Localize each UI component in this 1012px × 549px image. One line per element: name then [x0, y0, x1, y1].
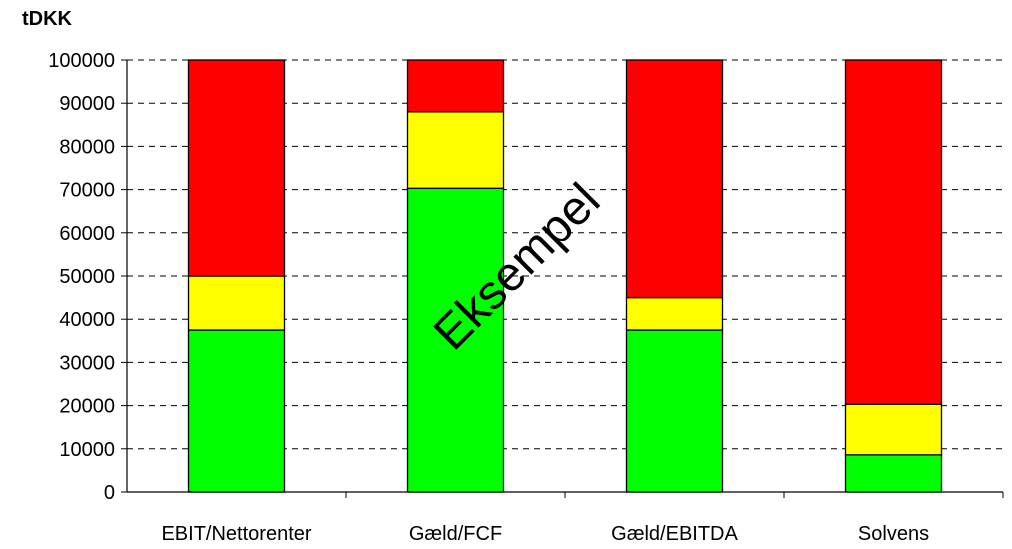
- y-tick-label: 40000: [59, 309, 115, 331]
- y-tick-label: 20000: [59, 396, 115, 418]
- bar-segment: [844, 403, 943, 456]
- y-tick-label: 80000: [59, 136, 115, 158]
- bar-segment: [625, 329, 724, 493]
- x-tick-label: Gæld/EBITDA: [611, 523, 738, 544]
- bar-segment: [406, 111, 505, 189]
- tick-labels: 0 10000 20000 30000 40000 50000 60000 70000 8000…: [48, 50, 929, 545]
- bar-segment: [844, 59, 943, 405]
- y-tick-label: 60000: [59, 223, 115, 245]
- y-tick-label: 100000: [48, 50, 115, 72]
- bar-segment: [187, 275, 286, 331]
- x-tick-label: EBIT/Nettorenter: [161, 523, 311, 544]
- bars: [187, 59, 943, 493]
- bar-segment: [625, 59, 724, 299]
- bar-segment: [406, 59, 505, 113]
- y-unit-label: tDKK: [22, 8, 72, 30]
- bar-segment: [625, 296, 724, 331]
- y-tick-label: 50000: [59, 266, 115, 288]
- bar-segment: [406, 187, 505, 493]
- y-tick-label: 10000: [59, 439, 115, 461]
- bar-segment: [844, 454, 943, 493]
- bar-segment: [187, 329, 286, 493]
- y-tick-label: 70000: [59, 180, 115, 202]
- y-tick-label: 90000: [59, 93, 115, 115]
- x-tick-label: Solvens: [858, 523, 929, 544]
- bar-segment: [187, 59, 286, 277]
- y-tick-label: 30000: [59, 352, 115, 374]
- y-tick-label: 0: [104, 482, 115, 504]
- axes: [121, 59, 1004, 498]
- x-tick-label: Gæld/FCF: [409, 523, 502, 544]
